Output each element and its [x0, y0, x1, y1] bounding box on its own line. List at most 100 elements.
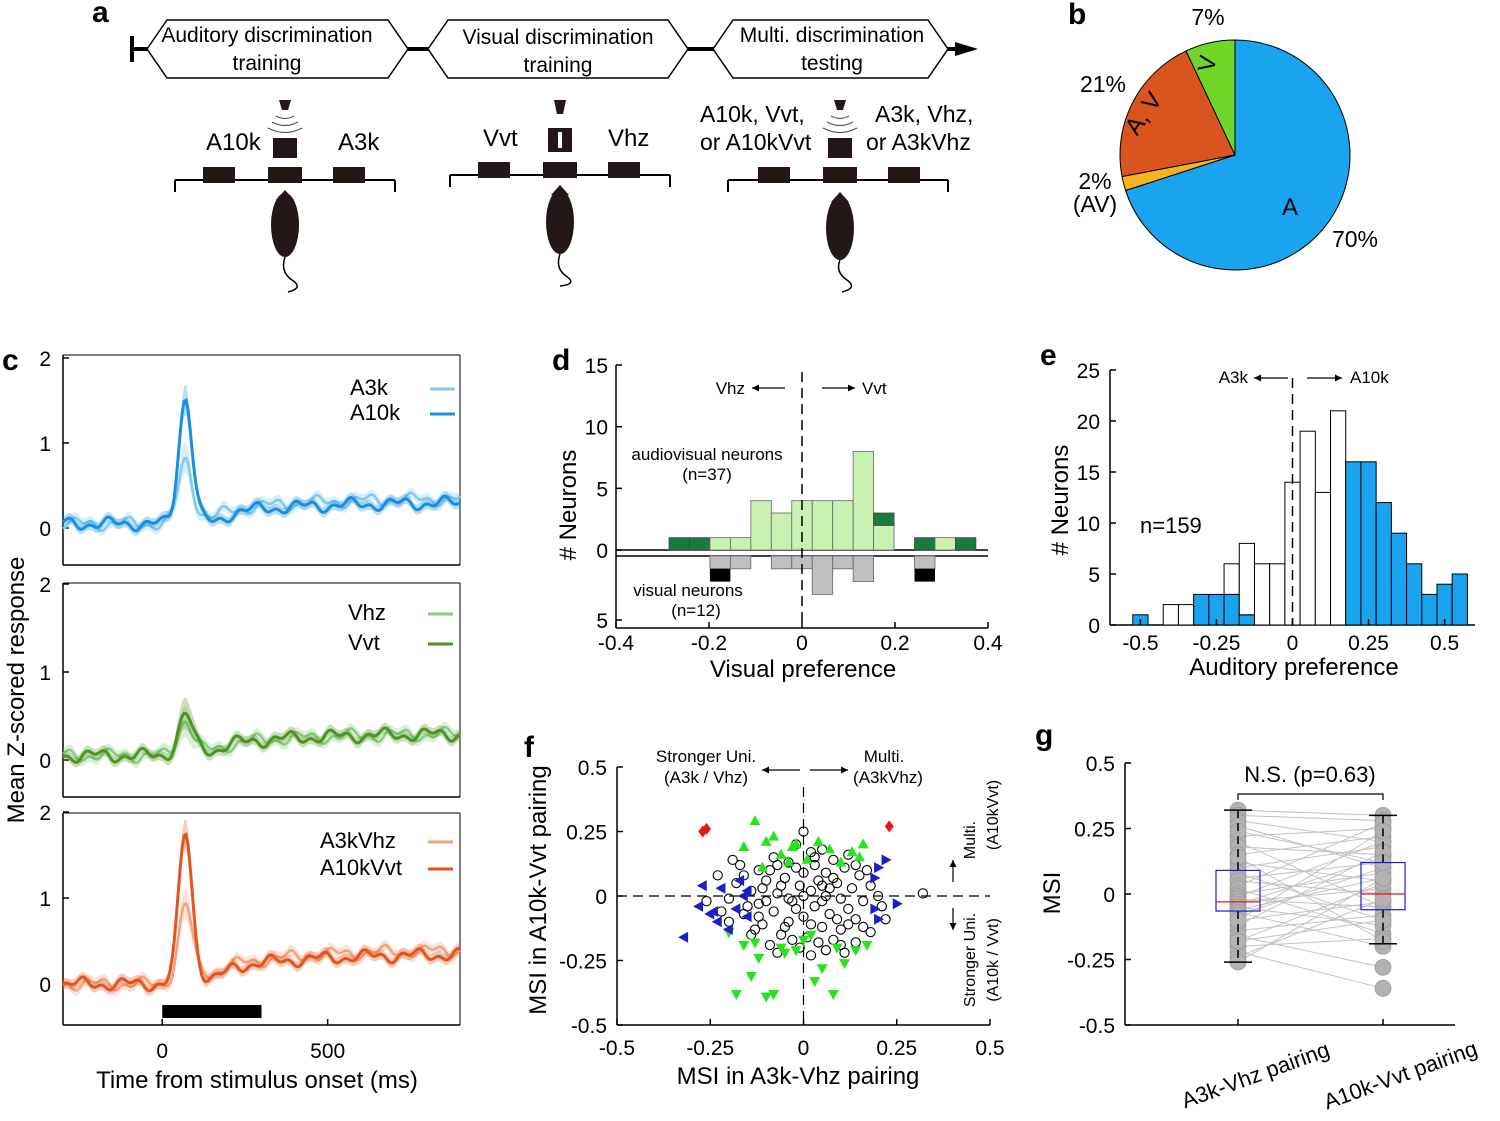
- f-point-red-1: [702, 822, 712, 835]
- g-pair-line-30: [1237, 951, 1384, 989]
- d-visual-n: (n=12): [671, 601, 721, 620]
- mouse-icon: [271, 193, 299, 257]
- e-ytick-label-2: 10: [1077, 513, 1100, 536]
- f-point-circle-90: [753, 911, 764, 922]
- f-point-circle-15: [831, 877, 843, 889]
- f-point-circle-66: [813, 937, 824, 948]
- f-point-circle-1: [805, 846, 817, 858]
- rig2-right-label: Vhz: [608, 125, 649, 152]
- d-bar-audiovisual-2: [709, 537, 731, 551]
- f-ytick-label-1: 0.25: [566, 822, 607, 845]
- f-point-circle-74: [872, 890, 884, 902]
- rig3-right-label-2: or A3kVhz: [866, 129, 971, 155]
- pie-slice-2: [1119, 50, 1236, 178]
- d-bar-audiovisual-dark-10: [873, 512, 895, 526]
- f-point-circle-36: [783, 916, 794, 927]
- g-pair-line-2: [1237, 820, 1384, 843]
- f-point-blue-8: [730, 903, 741, 915]
- e-arrow-right-head: [1335, 374, 1342, 382]
- g-significance-bracket: [1237, 793, 1384, 800]
- d-arrow-right-label: Vvt: [862, 379, 887, 398]
- d-arrow-left-head: [752, 384, 759, 392]
- e-bar-blue-6: [1223, 593, 1240, 626]
- speaker-icon: [279, 100, 291, 110]
- f-point-blue-0: [678, 931, 689, 943]
- cue-box-icon: [273, 138, 297, 158]
- g-pair-line-26: [1237, 914, 1384, 932]
- f-point-circle-53: [809, 859, 820, 871]
- g-significance-label: N.S. (p=0.63): [1244, 762, 1375, 787]
- f-point-circle-31: [798, 911, 809, 922]
- f-point-green-down-3: [749, 938, 761, 949]
- rig-auditory: A10k A3k: [174, 100, 396, 293]
- g-pair-line-25: [1237, 851, 1384, 926]
- f-point-circle-52: [790, 862, 802, 873]
- c0-ytick-label-0: 0: [39, 518, 51, 541]
- stage-visual-line2: training: [524, 54, 593, 77]
- f-point-green-up-1: [749, 815, 761, 826]
- f-point-circle-76: [820, 867, 832, 878]
- d-arrow-right-head: [848, 384, 855, 392]
- g-pair-line-24: [1237, 901, 1384, 921]
- e-bar-white-7: [1238, 542, 1255, 616]
- f-point-circle-86: [861, 865, 873, 876]
- pie-pct-label-0: 70%: [1332, 226, 1378, 252]
- d-xtick-label-1: -0.2: [691, 632, 727, 655]
- f-point-green-down-1: [730, 990, 742, 1001]
- d-bar-visual-6: [852, 555, 875, 583]
- panel-label-a: a: [92, 0, 109, 29]
- panel-label-c: c: [2, 344, 19, 377]
- port-left-icon: [478, 162, 510, 178]
- rig-multi: A10k, Vvt, or A10kVvt A3k, Vhz, or A3kVh…: [700, 100, 973, 293]
- panel-a: a Auditory discrimination training Visua…: [92, 0, 978, 293]
- mouse-icon: [546, 190, 574, 254]
- f-point-circle-57: [761, 896, 772, 907]
- e-bar-blue-16: [1375, 502, 1392, 626]
- f-point-circle-32: [824, 908, 835, 920]
- f-point-circle-58: [790, 903, 802, 915]
- pie-pct-label2-1: (AV): [1073, 191, 1117, 217]
- f-point-green-down-6: [775, 943, 787, 954]
- f-point-circle-9: [854, 870, 865, 881]
- f-point-circle-78: [798, 890, 809, 902]
- f-point-blue-5: [711, 916, 722, 928]
- g-pair-line-1: [1237, 814, 1384, 822]
- f-point-blue-6: [715, 882, 726, 894]
- d-xtick-label-3: 0.2: [880, 632, 909, 655]
- d-bar-audiovisual-dark-14: [955, 537, 977, 551]
- pie-pct-label-3: 7%: [1191, 4, 1224, 30]
- f-point-green-down-7: [779, 948, 791, 959]
- f-point-green-up-8: [824, 843, 836, 854]
- rig2-left-label: Vvt: [483, 125, 518, 152]
- f-ytick-label-3: -0.25: [559, 951, 607, 974]
- f-point-circle-48: [701, 896, 712, 907]
- f-point-green-down-18: [839, 959, 851, 970]
- f-xtick-label-4: 0.5: [975, 1037, 1004, 1060]
- f-point-green-up-14: [801, 853, 813, 864]
- c-xtick-label-1: 500: [310, 1040, 345, 1063]
- f-point-circle-69: [805, 950, 817, 961]
- g-boxplot: 0.5 0.25 0 -0.25 -0.5 A3k-Vhz pairingA10k-Vvt…: [1067, 753, 1480, 1114]
- c0-band-1: [63, 385, 460, 536]
- f-point-circle-73: [712, 870, 723, 881]
- f-point-circle-24: [723, 893, 735, 904]
- e-bar-blue-15: [1360, 461, 1377, 626]
- f-point-green-down-15: [850, 946, 862, 957]
- f-point-circle-22: [835, 893, 846, 904]
- f-point-blue-18: [892, 898, 903, 910]
- g-pair-line-34: [1237, 856, 1384, 942]
- e-bar-blue-18: [1406, 563, 1423, 626]
- d-bar-visual-5: [832, 555, 854, 570]
- c2-line-1: [62, 832, 461, 993]
- panel-f: f 0.5 0.25 0 -0.25 -0.5-0.5 -0.25 0 0.25 0.5 Stro…: [524, 731, 1005, 1090]
- f-point-circle-28: [843, 903, 854, 915]
- stage-multi-line2: testing: [801, 52, 863, 75]
- f-point-circle-83: [772, 859, 783, 871]
- e-bar-white-8: [1253, 563, 1271, 626]
- g-pair-line-17: [1237, 898, 1384, 908]
- f-point-green-down-17: [753, 953, 765, 964]
- pie-slice-label-0: A: [1282, 194, 1298, 221]
- f-point-circle-44: [764, 939, 776, 951]
- f-point-green-up-6: [790, 838, 802, 849]
